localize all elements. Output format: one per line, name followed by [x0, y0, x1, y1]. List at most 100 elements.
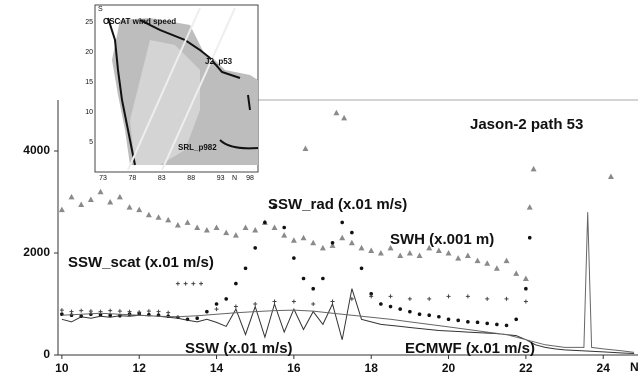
inset-x-tick-label: 93 [217, 175, 225, 182]
inset-x-tick-label: 88 [187, 175, 195, 182]
rad-point [379, 302, 383, 306]
swh-point [378, 250, 384, 256]
swh-point [165, 217, 171, 223]
swh-point [252, 227, 258, 233]
rad-point [466, 320, 470, 324]
scat-point [408, 297, 412, 301]
swh-point [185, 219, 191, 225]
scat-point [191, 282, 195, 286]
rad-point [495, 323, 499, 327]
rad-point [398, 307, 402, 311]
series-label: SSW_scat (x.01 m/s) [68, 254, 214, 271]
scat-point [199, 282, 203, 286]
swh-point [436, 247, 442, 253]
rad-point [418, 312, 422, 316]
x-tick-label: 24 [597, 361, 611, 375]
rad-point [292, 256, 296, 260]
x-tick-label: 12 [133, 361, 147, 375]
inset-y-label: S [98, 6, 103, 13]
inset-label: J2_p53 [205, 57, 233, 66]
series-line [62, 212, 634, 352]
rad-point [263, 221, 267, 225]
swh-point [175, 222, 181, 228]
swh-point [136, 207, 142, 213]
swh-point [194, 225, 200, 231]
scat-point [311, 302, 315, 306]
inset: OSCAT wind speed J2_p53 SRL_p982 S N 737… [85, 5, 258, 182]
rad-point [321, 277, 325, 281]
series-line [62, 289, 634, 354]
rad-point [427, 313, 431, 317]
inset-y-tick-label: 10 [85, 109, 93, 116]
swh-point [446, 250, 452, 256]
swh-point [78, 202, 84, 208]
swh-point [88, 196, 94, 202]
scat-point [427, 297, 431, 301]
swh-point [281, 232, 287, 238]
swh-point [349, 240, 355, 246]
swh-point [291, 237, 297, 243]
rad-point [476, 321, 480, 325]
scat-point [215, 307, 219, 311]
swh-point [204, 227, 210, 233]
swh-point [320, 245, 326, 251]
rad-point [528, 236, 532, 240]
swh-point [223, 230, 229, 236]
swh-point [339, 235, 345, 241]
scat-point [60, 308, 64, 312]
swh-point [465, 253, 471, 258]
scat-point [79, 309, 83, 313]
swh-point [531, 166, 537, 172]
x-tick-label: 22 [519, 361, 533, 375]
rad-point [514, 318, 518, 322]
swh-point [59, 207, 65, 213]
scat-point [505, 297, 509, 301]
rad-point [350, 231, 354, 235]
chart: Jason-2 path 53 N OSCAT wind speed J2_p5… [0, 0, 638, 381]
rad-point [389, 305, 393, 309]
rad-point [485, 322, 489, 326]
y-tick-label: 2000 [23, 245, 50, 259]
scat-point [176, 282, 180, 286]
swh-point [233, 232, 239, 238]
swh-point [272, 225, 278, 231]
scat-point [166, 311, 170, 315]
inset-x-tick-label: 98 [246, 175, 254, 182]
rad-point [331, 241, 335, 245]
rad-point [408, 310, 412, 314]
inset-x-tick-label: 78 [129, 175, 137, 182]
inset-x-tick-label: 83 [158, 175, 166, 182]
swh-point [302, 145, 308, 151]
scat-point [524, 299, 528, 303]
swh-point [359, 245, 365, 251]
x-tick-label: 18 [365, 361, 379, 375]
scat-point [466, 294, 470, 298]
y-tick-label: 4000 [23, 143, 50, 157]
swh-point [484, 260, 490, 266]
scat-point [389, 294, 393, 298]
swh-point [98, 189, 104, 195]
swh-point [107, 199, 113, 205]
rad-point [524, 287, 528, 291]
rad-point [311, 287, 315, 291]
swh-point [455, 255, 461, 261]
swh-point [527, 204, 533, 210]
scat-point [184, 282, 188, 286]
scat-point [108, 309, 112, 313]
rad-point [253, 246, 257, 250]
inset-y-tick-label: 5 [89, 139, 93, 146]
x-tick-label: 20 [442, 361, 456, 375]
swh-point [523, 276, 529, 282]
swh-point [407, 250, 413, 256]
scat-point [234, 305, 238, 309]
swh-point [127, 204, 133, 210]
swh-point [156, 214, 162, 220]
rad-point [456, 319, 460, 323]
swh-point [117, 194, 123, 200]
rad-point [234, 282, 238, 286]
rad-point [360, 267, 364, 271]
series-label: SSW (x.01 m/s) [185, 340, 293, 357]
series-label: SWH (x.001 m) [390, 231, 494, 248]
swh-point [146, 212, 152, 218]
annotations: SWH (x.001 m)SSW_rad (x.01 m/s)SSW_scat … [68, 196, 535, 357]
